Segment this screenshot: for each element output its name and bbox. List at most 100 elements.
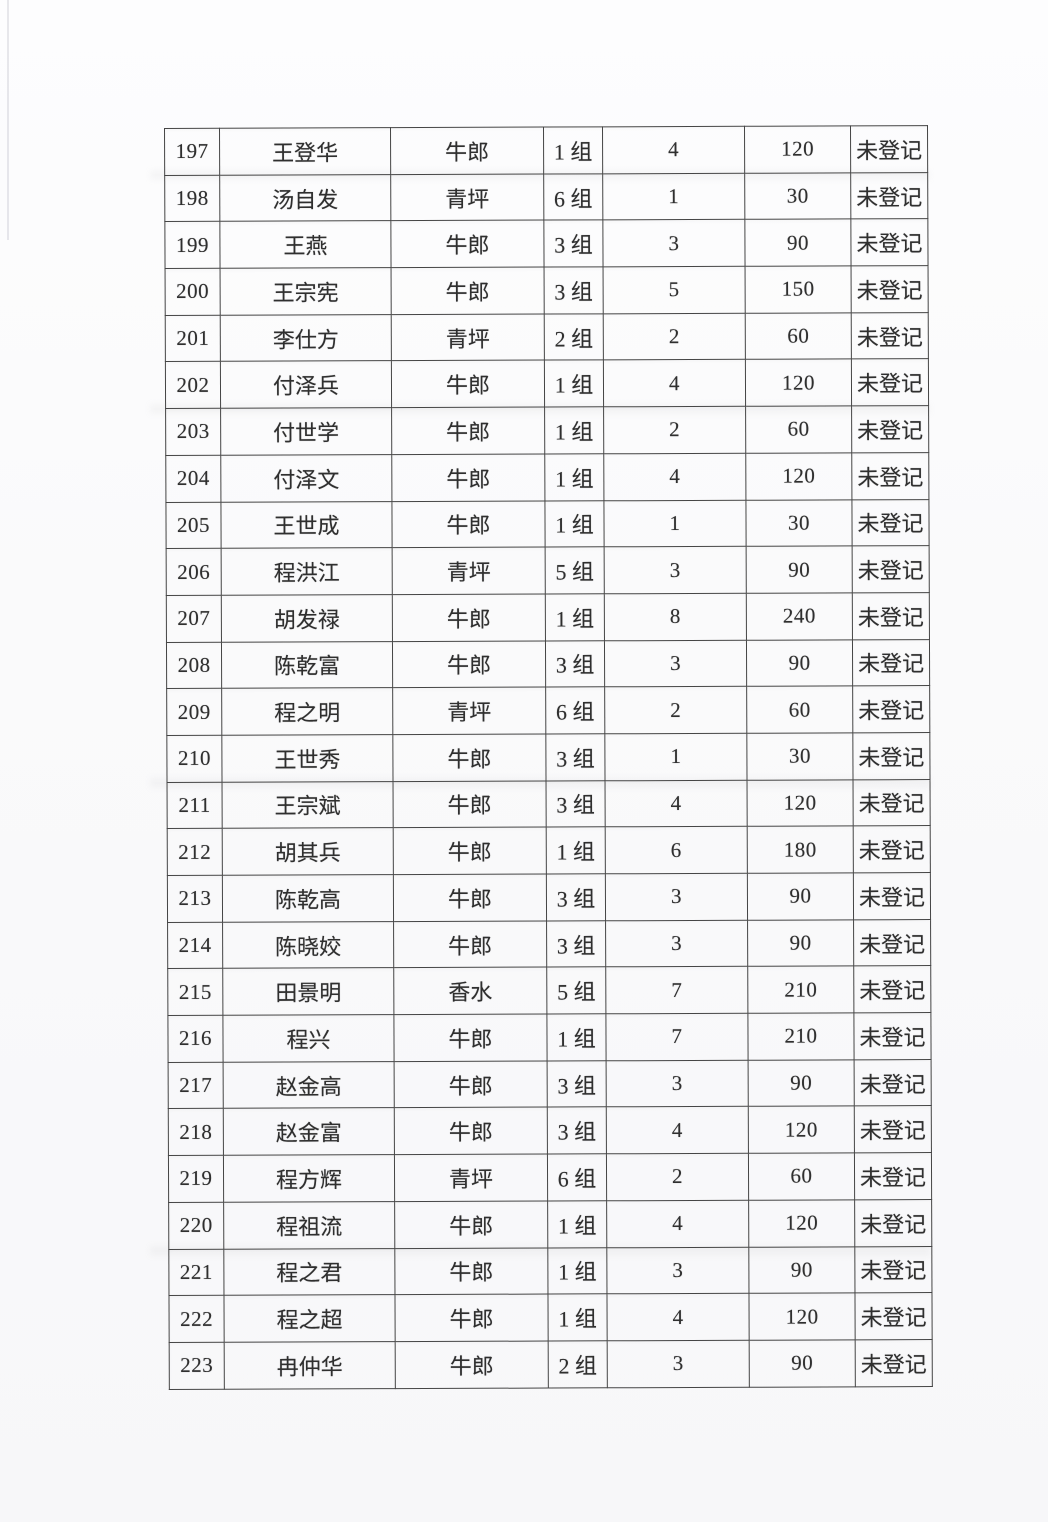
cell-name: 王燕 [219, 221, 392, 269]
cell-village: 牛郎 [395, 1340, 549, 1389]
cell-index: 218 [168, 1108, 224, 1156]
cell-name: 陈晓姣 [222, 921, 394, 969]
cell-status: 未登记 [854, 1059, 932, 1107]
cell-name: 王登华 [219, 127, 391, 175]
cell-status: 未登记 [855, 1339, 933, 1387]
cell-group: 1 组 [543, 126, 603, 174]
cell-group: 2 组 [548, 1340, 608, 1388]
cell-index: 220 [168, 1202, 224, 1249]
cell-village: 牛郎 [391, 500, 546, 548]
cell-group: 1 组 [547, 1293, 608, 1341]
cell-group: 3 组 [546, 920, 606, 968]
cell-amount: 30 [745, 499, 853, 547]
cell-index: 199 [164, 221, 221, 269]
cell-index: 200 [165, 268, 221, 316]
cell-amount: 90 [747, 919, 854, 967]
cell-village: 牛郎 [391, 407, 545, 455]
cell-status: 未登记 [851, 405, 929, 453]
table-row: 198 汤自发 青坪 6 组 1 30 未登记 [164, 172, 928, 222]
table-row: 215 田景明 香水 5 组 7 210 未登记 [167, 965, 931, 1016]
cell-village: 牛郎 [393, 1014, 548, 1062]
cell-amount: 30 [744, 172, 851, 220]
cell-name: 程之明 [221, 687, 393, 736]
cell-status: 未登记 [853, 872, 931, 920]
cell-count: 3 [605, 873, 748, 921]
cell-index: 212 [167, 828, 223, 876]
cell-status: 未登记 [852, 545, 930, 593]
cell-village: 牛郎 [391, 360, 545, 408]
cell-name: 程方辉 [223, 1154, 395, 1203]
cell-index: 223 [169, 1342, 225, 1390]
cell-index: 214 [167, 921, 223, 969]
cell-count: 3 [606, 1060, 749, 1108]
cell-status: 未登记 [854, 1292, 933, 1340]
cell-count: 2 [604, 686, 747, 734]
cell-group: 3 组 [546, 780, 606, 828]
cell-count: 7 [605, 966, 748, 1014]
table-row: 206 程洪江 青坪 5 组 3 90 未登记 [166, 545, 930, 596]
cell-group: 5 组 [546, 967, 606, 1015]
table-row: 221 程之君 牛郎 1 组 3 90 未登记 [168, 1246, 932, 1296]
cell-amount: 120 [747, 779, 854, 827]
cell-index: 204 [165, 455, 221, 502]
cell-amount: 120 [748, 1199, 855, 1247]
cell-amount: 90 [746, 546, 853, 594]
cell-count: 4 [606, 1293, 750, 1341]
cell-count: 4 [602, 126, 745, 174]
cell-count: 2 [603, 313, 746, 361]
cell-status: 未登记 [852, 592, 930, 640]
cell-count: 3 [607, 1340, 750, 1388]
cell-status: 未登记 [854, 1199, 932, 1247]
cell-amount: 60 [745, 312, 852, 360]
table-row: 217 赵金高 牛郎 3 组 3 90 未登记 [168, 1059, 932, 1109]
cell-name: 付泽兵 [220, 361, 392, 409]
cell-village: 牛郎 [394, 1294, 549, 1342]
cell-group: 3 组 [546, 873, 606, 921]
cell-group: 3 组 [547, 1060, 607, 1108]
cell-group: 1 组 [546, 827, 606, 875]
cell-count: 1 [602, 172, 745, 221]
cell-index: 198 [164, 174, 220, 222]
cell-status: 未登记 [853, 1012, 932, 1060]
cell-amount: 120 [745, 452, 852, 500]
cell-count: 3 [604, 546, 747, 594]
cell-amount: 90 [748, 1059, 855, 1107]
cell-status: 未登记 [854, 1105, 932, 1153]
cell-group: 6 组 [543, 173, 603, 221]
table-row: 222 程之超 牛郎 1 组 4 120 未登记 [168, 1292, 933, 1343]
cell-group: 1 组 [544, 453, 604, 501]
cell-group: 6 组 [545, 687, 605, 734]
cell-amount: 90 [747, 872, 854, 920]
cell-amount: 120 [744, 125, 851, 173]
cell-index: 202 [165, 361, 221, 409]
cell-index: 211 [167, 781, 223, 829]
cell-group: 3 组 [544, 266, 604, 314]
cell-village: 牛郎 [391, 453, 545, 502]
cell-index: 221 [168, 1248, 224, 1296]
cell-count: 3 [602, 219, 746, 267]
cell-count: 3 [605, 919, 748, 968]
cell-index: 205 [165, 501, 222, 549]
cell-village: 牛郎 [390, 127, 544, 175]
cell-village: 青坪 [392, 547, 546, 595]
cell-village: 牛郎 [392, 733, 547, 782]
cell-name: 付世学 [220, 407, 392, 456]
cell-count: 4 [603, 359, 746, 407]
cell-group: 3 组 [547, 1107, 607, 1155]
cell-name: 程之君 [223, 1248, 395, 1296]
cell-group: 1 组 [547, 1200, 607, 1248]
cell-village: 青坪 [392, 687, 546, 735]
cell-index: 222 [168, 1295, 225, 1343]
table-row: 204 付泽文 牛郎 1 组 4 120 未登记 [165, 452, 929, 502]
table-row: 212 胡其兵 牛郎 1 组 6 180 未登记 [167, 825, 931, 876]
cell-group: 5 组 [545, 547, 605, 594]
cell-group: 3 组 [545, 640, 605, 688]
cell-name: 陈乾富 [221, 641, 393, 689]
cell-name: 王世秀 [221, 734, 394, 782]
cell-amount: 120 [748, 1293, 856, 1341]
cell-group: 1 组 [544, 406, 604, 454]
cell-name: 田景明 [222, 967, 394, 1016]
cell-village: 牛郎 [394, 1060, 548, 1109]
cell-status: 未登记 [853, 825, 931, 873]
cell-status: 未登记 [854, 1246, 932, 1294]
